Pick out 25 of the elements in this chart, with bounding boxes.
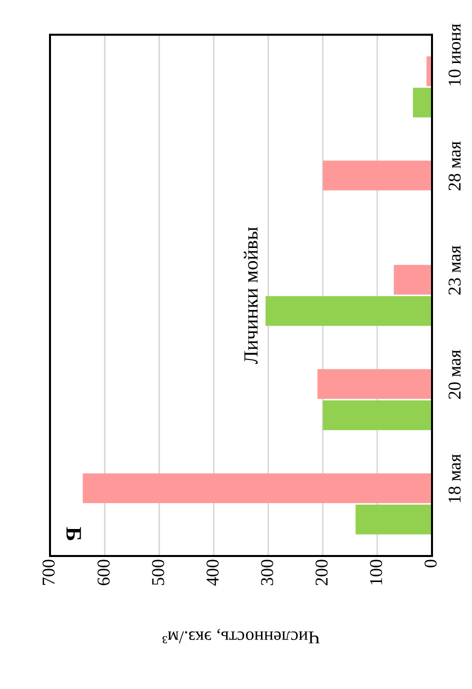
bar	[394, 264, 432, 295]
y-tick-label: 10 июня	[444, 23, 465, 87]
bar	[356, 504, 432, 534]
y-tick-label: 28 мая	[444, 141, 465, 192]
x-tick-label: 700	[38, 559, 59, 586]
bar	[322, 400, 432, 430]
y-tick-label: 23 мая	[444, 245, 465, 296]
y-tick-label: 20 мая	[444, 350, 465, 400]
bar	[82, 473, 432, 504]
bar	[426, 56, 432, 86]
bar	[322, 160, 432, 190]
annotation: Б	[61, 526, 86, 542]
x-tick-label: 300	[257, 559, 278, 586]
x-axis-title: Численность, экз./м³	[162, 627, 320, 648]
x-tick-label: 400	[202, 559, 222, 586]
x-tick-label: 0	[420, 559, 441, 568]
x-tick-label: 600	[93, 559, 114, 586]
text: Личинки мойвы	[240, 226, 263, 364]
x-tick-label: 100	[366, 559, 386, 586]
bar	[412, 88, 432, 118]
bar	[266, 296, 432, 326]
y-tick-label: 18 мая	[444, 454, 465, 504]
x-tick-label: 500	[148, 559, 168, 586]
bar	[317, 369, 432, 399]
x-tick-label: 200	[312, 559, 332, 586]
